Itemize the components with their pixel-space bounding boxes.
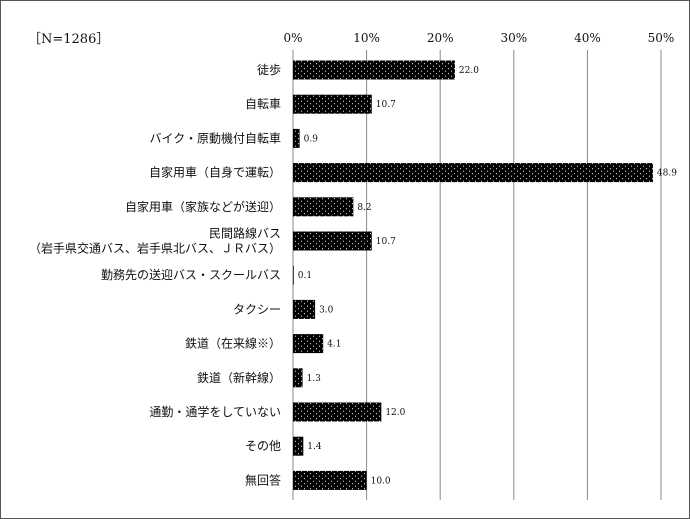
data-label: 1.4	[307, 442, 322, 452]
data-label: 0.1	[298, 271, 312, 281]
data-label: 8.2	[357, 203, 371, 213]
category-label: 自転車	[245, 97, 281, 111]
bar	[293, 128, 300, 148]
x-tick-label: 10%	[353, 31, 380, 45]
category-label: 通勤・通学をしていない	[149, 404, 281, 419]
bar	[293, 265, 294, 285]
bar	[293, 60, 455, 80]
bar	[293, 94, 372, 114]
bar	[293, 163, 653, 183]
data-label: 22.0	[459, 66, 479, 76]
sample-size-label: ［N=1286］	[28, 32, 109, 47]
data-label: 10.7	[376, 237, 396, 247]
bar	[293, 231, 372, 251]
category-label: タクシー	[233, 302, 281, 316]
data-label: 3.0	[319, 305, 334, 315]
x-tick-label: 20%	[427, 31, 454, 45]
category-label: 鉄道（在来線※）	[185, 336, 281, 351]
x-tick-label: 30%	[500, 31, 527, 45]
category-label: 勤務先の送迎バス・スクールバス	[101, 267, 281, 282]
bar	[293, 470, 367, 490]
x-tick-label: 40%	[574, 31, 601, 45]
category-label: 自家用車（家族などが送迎）	[125, 199, 281, 214]
category-label: 徒歩	[257, 62, 281, 77]
bar	[293, 299, 316, 319]
bar	[293, 368, 303, 388]
data-label: 10.0	[371, 476, 391, 486]
data-label: 4.1	[327, 340, 341, 350]
bar	[293, 197, 354, 217]
data-label: 12.0	[385, 408, 405, 418]
x-tick-label: 50%	[648, 31, 675, 45]
category-label: 民間路線バス	[209, 226, 281, 241]
category-label: 自家用車（自身で運転）	[149, 165, 281, 180]
data-label: 1.3	[307, 374, 322, 384]
category-label: （岩手県交通バス、岩手県北バス、ＪＲバス）	[29, 241, 281, 256]
bar	[293, 436, 304, 456]
bar	[293, 334, 324, 354]
data-label: 0.9	[304, 134, 319, 144]
bar	[293, 402, 382, 422]
category-label: 無回答	[245, 472, 281, 487]
category-label: バイク・原動機付自転車	[149, 130, 281, 145]
x-tick-label: 0%	[283, 31, 302, 45]
data-label: 48.9	[657, 169, 677, 179]
category-label: 鉄道（新幹線）	[197, 370, 281, 385]
data-label: 10.7	[376, 100, 396, 110]
category-label: その他	[245, 439, 281, 453]
